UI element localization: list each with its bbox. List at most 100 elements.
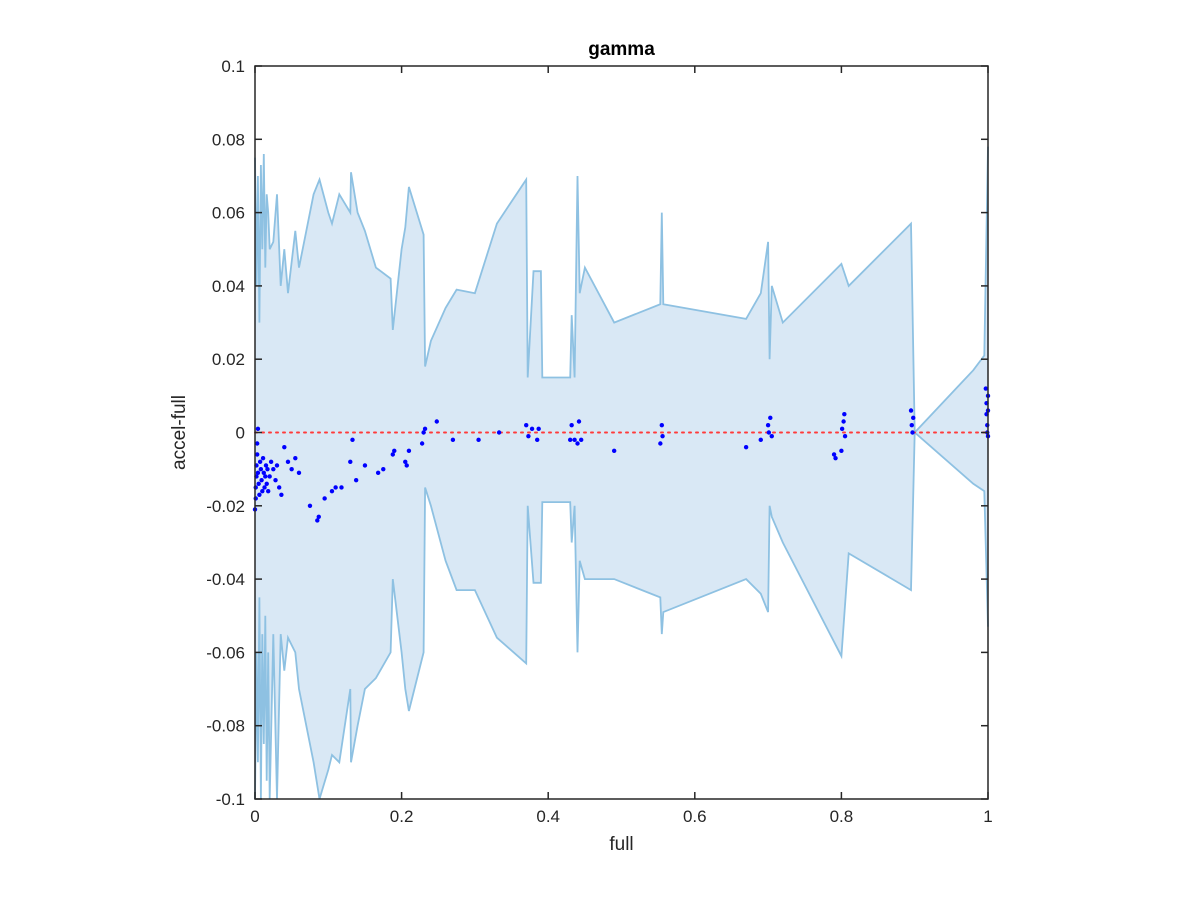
data-point xyxy=(263,463,269,468)
y-tick-label: -0.08 xyxy=(206,717,245,736)
x-tick-label: 0.4 xyxy=(536,807,560,826)
data-point xyxy=(406,448,412,454)
data-point xyxy=(258,466,264,472)
data-point xyxy=(526,433,531,439)
data-point xyxy=(842,411,847,417)
data-point xyxy=(259,477,264,483)
data-point xyxy=(329,488,335,494)
data-point xyxy=(766,430,772,435)
data-point xyxy=(658,441,663,446)
x-tick-label: 0 xyxy=(250,807,259,826)
data-point xyxy=(476,437,481,443)
data-point xyxy=(842,433,848,439)
data-point xyxy=(289,466,294,472)
y-tick-label: -0.04 xyxy=(206,570,245,589)
data-point xyxy=(575,441,580,446)
confidence-band-upper-edge xyxy=(254,146,989,435)
x-tick-label: 0.6 xyxy=(683,807,707,826)
data-point xyxy=(264,481,269,487)
data-point xyxy=(831,452,837,457)
data-point xyxy=(421,430,426,435)
data-point xyxy=(267,474,272,479)
data-point xyxy=(254,441,260,446)
data-point xyxy=(255,426,261,432)
data-point xyxy=(536,426,541,432)
data-point xyxy=(839,448,844,454)
data-point xyxy=(322,496,327,501)
data-point xyxy=(263,474,268,479)
data-point xyxy=(434,419,439,424)
data-point xyxy=(362,463,368,468)
data-point xyxy=(381,466,386,472)
x-tick-label: 1 xyxy=(983,807,992,826)
x-axis-title: full xyxy=(609,834,633,855)
data-point xyxy=(569,422,574,428)
data-point xyxy=(567,437,573,443)
data-point xyxy=(271,466,276,472)
data-point xyxy=(350,437,355,443)
data-point xyxy=(255,470,261,476)
data-point xyxy=(419,441,425,446)
y-tick-label: 0 xyxy=(236,424,245,443)
data-point xyxy=(841,419,846,424)
data-point xyxy=(262,485,267,490)
data-point xyxy=(404,463,409,468)
data-point xyxy=(535,437,540,443)
data-point xyxy=(279,492,284,498)
data-point xyxy=(910,430,915,435)
y-tick-label: -0.1 xyxy=(216,790,245,809)
data-point xyxy=(529,426,535,432)
y-axis-ticks: -0.1 -0.08 -0.06 -0.04 -0.02 0 0.02 0.04 0.06 0.0… xyxy=(206,57,988,809)
data-point xyxy=(285,459,291,465)
data-point xyxy=(260,455,266,461)
data-point xyxy=(839,426,845,432)
data-point xyxy=(833,455,838,461)
data-point xyxy=(496,430,502,435)
data-point xyxy=(256,481,261,487)
y-tick-label: 0.08 xyxy=(212,130,245,149)
y-tick-label: -0.06 xyxy=(206,643,245,662)
y-tick-label: -0.02 xyxy=(206,497,245,516)
data-point xyxy=(257,492,262,498)
data-point xyxy=(276,485,282,490)
data-point xyxy=(524,422,529,428)
data-point xyxy=(450,437,456,443)
data-point xyxy=(659,422,665,428)
data-point xyxy=(983,386,989,391)
data-point xyxy=(765,422,771,428)
y-tick-label: 0.02 xyxy=(212,350,245,369)
data-point xyxy=(769,433,774,439)
data-point xyxy=(660,433,665,439)
data-point xyxy=(273,477,278,483)
data-point xyxy=(333,485,338,490)
data-point xyxy=(572,437,577,443)
y-tick-label: 0.06 xyxy=(212,204,245,223)
data-point xyxy=(265,466,270,472)
y-tick-label: 0.04 xyxy=(212,277,245,296)
data-point xyxy=(403,459,408,465)
data-point xyxy=(268,459,274,465)
data-point xyxy=(743,444,749,450)
data-point xyxy=(390,452,396,457)
data-point xyxy=(265,488,271,494)
data-point xyxy=(348,459,353,465)
data-point xyxy=(257,459,263,465)
data-point xyxy=(296,470,302,476)
data-point xyxy=(315,518,320,523)
data-point xyxy=(316,514,321,519)
data-point xyxy=(375,470,381,476)
data-point xyxy=(293,455,298,461)
x-axis-ticks: 0 0.2 0.4 0.6 0.8 1 xyxy=(250,66,993,826)
y-tick-label: 0.1 xyxy=(221,57,245,76)
data-point xyxy=(274,463,280,468)
x-tick-label: 0.2 xyxy=(390,807,414,826)
data-point xyxy=(911,415,916,421)
data-point xyxy=(768,415,773,421)
plot-area xyxy=(252,146,991,800)
data-point xyxy=(254,452,260,457)
data-point xyxy=(758,437,763,443)
data-point xyxy=(339,485,344,490)
data-point xyxy=(909,422,914,428)
data-point xyxy=(392,448,397,454)
